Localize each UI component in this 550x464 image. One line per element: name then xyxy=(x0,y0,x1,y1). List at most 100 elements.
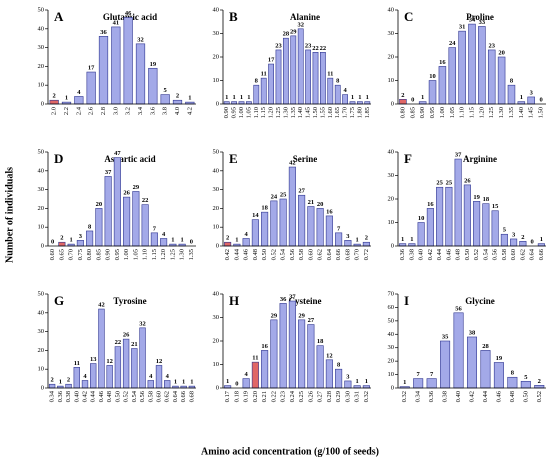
bar xyxy=(413,378,424,389)
x-tick-label: 0.42 xyxy=(224,249,231,260)
x-tick-label: 1.40 xyxy=(518,107,525,118)
x-tick-label: 1.30 xyxy=(498,107,505,118)
value-label: 1 xyxy=(421,94,424,101)
bar xyxy=(160,94,170,105)
y-tick-label: 50 xyxy=(38,6,45,13)
x-tick-label: 0.48 xyxy=(252,249,259,260)
bar xyxy=(534,385,545,389)
bar xyxy=(81,380,89,389)
bar xyxy=(454,158,462,247)
panel-title: Alanine xyxy=(290,12,320,22)
y-tick-label: 0 xyxy=(391,384,394,391)
panel-title: Tyrosine xyxy=(113,296,146,306)
value-label: 26 xyxy=(123,190,130,197)
bar xyxy=(98,308,105,389)
value-label: 0 xyxy=(411,96,414,103)
bar xyxy=(113,157,121,247)
y-tick-label: 40 xyxy=(213,290,220,297)
value-label: 8 xyxy=(88,223,92,230)
x-tick-label: 1.35 xyxy=(508,107,515,118)
value-label: 29 xyxy=(133,184,140,191)
value-label: 27 xyxy=(298,188,305,195)
x-tick-label: 0.19 xyxy=(243,391,250,402)
bar xyxy=(298,319,306,389)
x-tick-label: 0.85 xyxy=(409,107,416,118)
y-tick-label: 30 xyxy=(38,186,45,193)
x-tick-label: 0.32 xyxy=(401,391,408,402)
panel-title: Glutamic acid xyxy=(103,12,157,22)
bar xyxy=(297,28,304,105)
x-tick-label: 0.30 xyxy=(344,391,351,402)
bar xyxy=(342,94,348,105)
panel-letter: I xyxy=(404,293,409,308)
bar xyxy=(74,96,84,105)
value-label: 3 xyxy=(530,89,534,96)
x-tick-label: 2.4 xyxy=(75,106,82,115)
bar xyxy=(316,345,324,389)
panel-letter: B xyxy=(229,9,238,24)
bar xyxy=(150,232,158,247)
value-label: 2 xyxy=(538,378,541,385)
y-tick-label: 20 xyxy=(213,53,220,60)
bar xyxy=(426,208,434,247)
x-tick-label: 1.70 xyxy=(342,107,349,118)
y-tick-label: 30 xyxy=(38,328,45,335)
bar xyxy=(224,241,232,247)
bar xyxy=(520,380,531,389)
value-label: 24 xyxy=(449,40,456,47)
value-label: 38 xyxy=(469,329,476,336)
x-tick-label: 0.54 xyxy=(131,390,138,402)
value-label: 16 xyxy=(326,208,333,215)
y-tick-label: 50 xyxy=(38,290,45,297)
x-tick-label: 1.10 xyxy=(253,107,260,118)
x-tick-label: 0.64 xyxy=(326,248,333,260)
value-label: 1 xyxy=(358,94,361,101)
bar xyxy=(463,184,471,247)
value-label: 36 xyxy=(280,296,287,303)
x-tick-label: 1.85 xyxy=(364,107,371,118)
value-label: 46 xyxy=(125,10,132,17)
value-label: 22 xyxy=(312,45,319,52)
y-tick-label: 0 xyxy=(391,242,394,249)
x-tick-label: 0.54 xyxy=(280,248,287,260)
bar xyxy=(344,240,352,247)
bar xyxy=(482,203,490,247)
value-label: 24 xyxy=(271,193,278,200)
x-tick-label: 0.25 xyxy=(298,391,305,402)
bar xyxy=(242,378,250,389)
value-label: 1 xyxy=(65,95,68,102)
x-tick-label: 0.44 xyxy=(233,248,240,260)
value-label: 32 xyxy=(297,21,304,28)
value-label: 42 xyxy=(289,160,296,167)
x-tick-label: 4.0 xyxy=(174,107,181,115)
bar xyxy=(500,233,508,247)
x-tick-label: 3.6 xyxy=(149,106,156,115)
bar xyxy=(58,241,66,247)
value-label: 22 xyxy=(115,339,122,346)
x-tick-label: 1.00 xyxy=(238,107,245,118)
value-label: 23 xyxy=(275,42,282,49)
value-label: 2 xyxy=(60,235,63,242)
value-label: 25 xyxy=(436,180,443,187)
x-tick-label: 0.34 xyxy=(49,390,56,402)
y-tick-label: 50 xyxy=(38,148,45,155)
value-label: 15 xyxy=(492,203,499,210)
y-tick-label: 70 xyxy=(388,290,395,297)
value-label: 1 xyxy=(403,379,406,386)
y-tick-label: 0 xyxy=(216,242,219,249)
x-tick-label: 0.54 xyxy=(482,248,489,260)
bar xyxy=(335,232,343,247)
bar xyxy=(436,186,444,247)
bar xyxy=(288,300,296,389)
x-tick-label: 2.8 xyxy=(100,107,107,115)
x-tick-label: 1.15 xyxy=(468,107,475,118)
y-tick-label: 40 xyxy=(388,148,395,155)
value-label: 10 xyxy=(418,215,425,222)
value-label: 7 xyxy=(153,225,157,232)
y-tick-label: 10 xyxy=(38,224,45,231)
x-tick-label: 0.46 xyxy=(243,248,250,260)
y-axis-label: Number of individuals xyxy=(4,167,15,263)
value-label: 2 xyxy=(226,235,229,242)
bar xyxy=(288,166,296,247)
value-label: 8 xyxy=(336,78,340,85)
